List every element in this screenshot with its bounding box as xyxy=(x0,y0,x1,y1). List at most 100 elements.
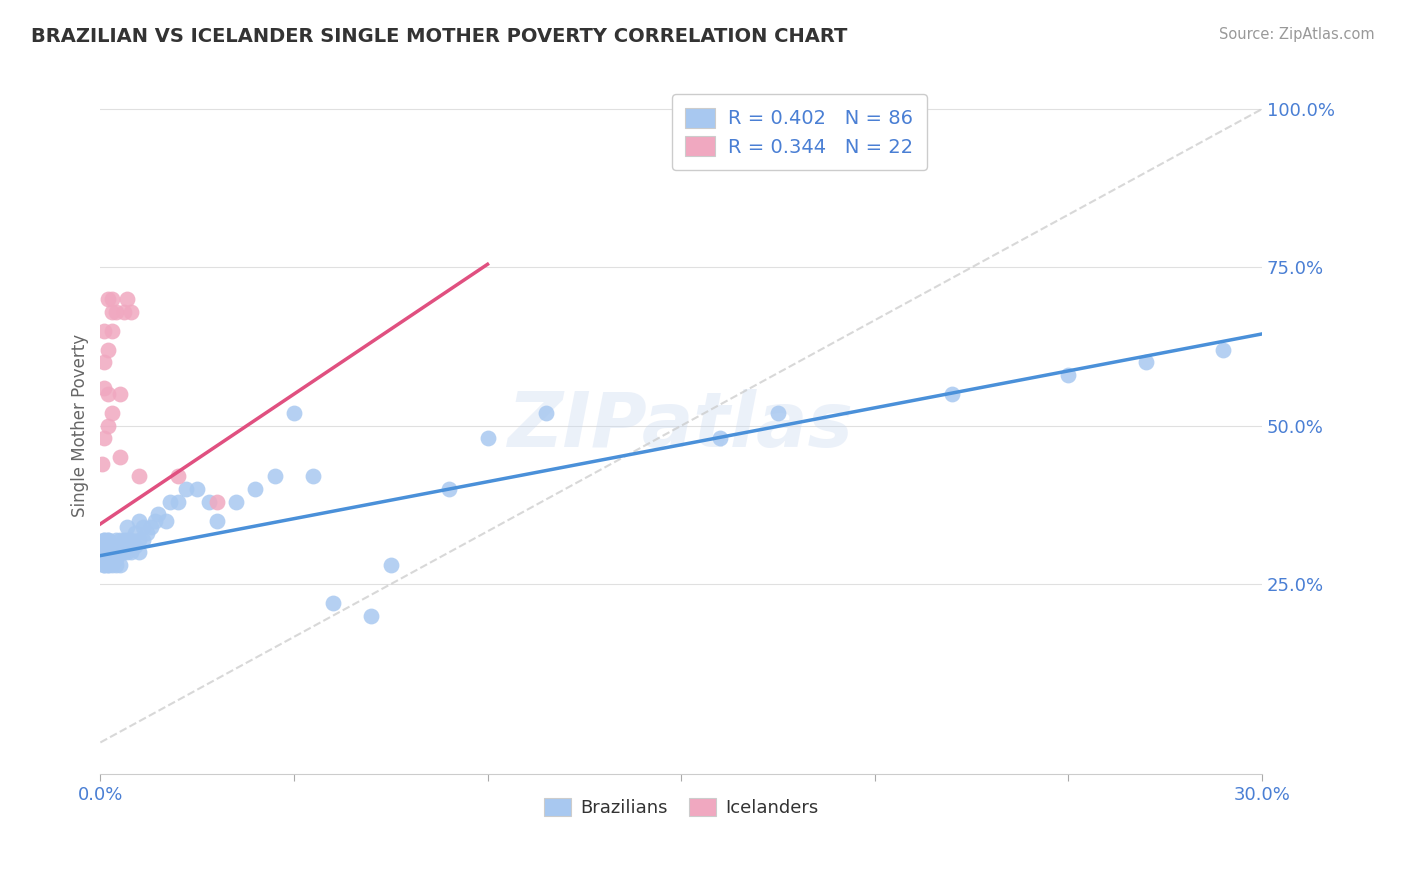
Point xyxy=(108,533,131,547)
Point xyxy=(104,305,127,319)
Point xyxy=(104,551,127,566)
Point xyxy=(97,545,120,559)
Point xyxy=(124,526,146,541)
Y-axis label: Single Mother Poverty: Single Mother Poverty xyxy=(72,334,89,517)
Point xyxy=(112,539,135,553)
Point xyxy=(104,545,127,559)
Point xyxy=(108,558,131,573)
Point xyxy=(93,539,115,553)
Point xyxy=(128,545,150,559)
Point xyxy=(91,545,114,559)
Point xyxy=(93,432,115,446)
Point xyxy=(135,526,157,541)
Point xyxy=(159,495,181,509)
Point xyxy=(139,520,162,534)
Point xyxy=(1212,343,1234,357)
Point xyxy=(166,469,188,483)
Point xyxy=(101,545,124,559)
Point xyxy=(104,545,127,559)
Point xyxy=(132,520,155,534)
Point xyxy=(101,305,124,319)
Point xyxy=(93,551,115,566)
Point xyxy=(225,495,247,509)
Point xyxy=(124,539,146,553)
Point xyxy=(97,551,120,566)
Point xyxy=(143,514,166,528)
Point xyxy=(128,533,150,547)
Point xyxy=(709,432,731,446)
Point xyxy=(101,539,124,553)
Point xyxy=(128,514,150,528)
Point xyxy=(93,533,115,547)
Point xyxy=(205,495,228,509)
Point xyxy=(941,387,963,401)
Point xyxy=(128,469,150,483)
Legend: Brazilians, Icelanders: Brazilians, Icelanders xyxy=(537,790,825,824)
Point xyxy=(93,324,115,338)
Point xyxy=(93,558,115,573)
Point xyxy=(108,387,131,401)
Point xyxy=(302,469,325,483)
Point xyxy=(97,545,120,559)
Point xyxy=(93,381,115,395)
Point xyxy=(97,539,120,553)
Point xyxy=(104,545,127,559)
Point xyxy=(205,514,228,528)
Point xyxy=(93,545,115,559)
Point xyxy=(101,406,124,420)
Point xyxy=(93,545,115,559)
Point xyxy=(1135,355,1157,369)
Point xyxy=(117,292,139,306)
Point xyxy=(283,406,305,420)
Point xyxy=(93,545,115,559)
Point xyxy=(97,558,120,573)
Point xyxy=(101,551,124,566)
Point xyxy=(263,469,285,483)
Point xyxy=(97,539,120,553)
Point xyxy=(97,418,120,433)
Point xyxy=(174,482,197,496)
Point xyxy=(97,387,120,401)
Point xyxy=(155,514,177,528)
Point xyxy=(97,343,120,357)
Point xyxy=(101,292,124,306)
Point xyxy=(186,482,208,496)
Point xyxy=(534,406,557,420)
Point xyxy=(132,533,155,547)
Point xyxy=(166,495,188,509)
Point xyxy=(360,608,382,623)
Point xyxy=(93,533,115,547)
Text: BRAZILIAN VS ICELANDER SINGLE MOTHER POVERTY CORRELATION CHART: BRAZILIAN VS ICELANDER SINGLE MOTHER POV… xyxy=(31,27,848,45)
Point xyxy=(97,545,120,559)
Point xyxy=(104,539,127,553)
Point xyxy=(1057,368,1080,383)
Point xyxy=(437,482,460,496)
Point xyxy=(104,539,127,553)
Point xyxy=(148,508,170,522)
Point xyxy=(93,551,115,566)
Point xyxy=(120,305,142,319)
Point xyxy=(97,558,120,573)
Point xyxy=(93,355,115,369)
Point xyxy=(108,450,131,465)
Point xyxy=(112,305,135,319)
Point xyxy=(112,533,135,547)
Text: ZIPatlas: ZIPatlas xyxy=(508,389,853,463)
Point xyxy=(120,533,142,547)
Point xyxy=(322,596,344,610)
Point xyxy=(104,533,127,547)
Point xyxy=(117,520,139,534)
Point xyxy=(120,545,142,559)
Point xyxy=(97,533,120,547)
Point xyxy=(97,545,120,559)
Point xyxy=(97,533,120,547)
Point xyxy=(380,558,402,573)
Point xyxy=(108,545,131,559)
Point xyxy=(108,539,131,553)
Point xyxy=(477,432,499,446)
Point xyxy=(766,406,789,420)
Point xyxy=(197,495,219,509)
Point xyxy=(245,482,267,496)
Point xyxy=(101,558,124,573)
Point xyxy=(91,457,114,471)
